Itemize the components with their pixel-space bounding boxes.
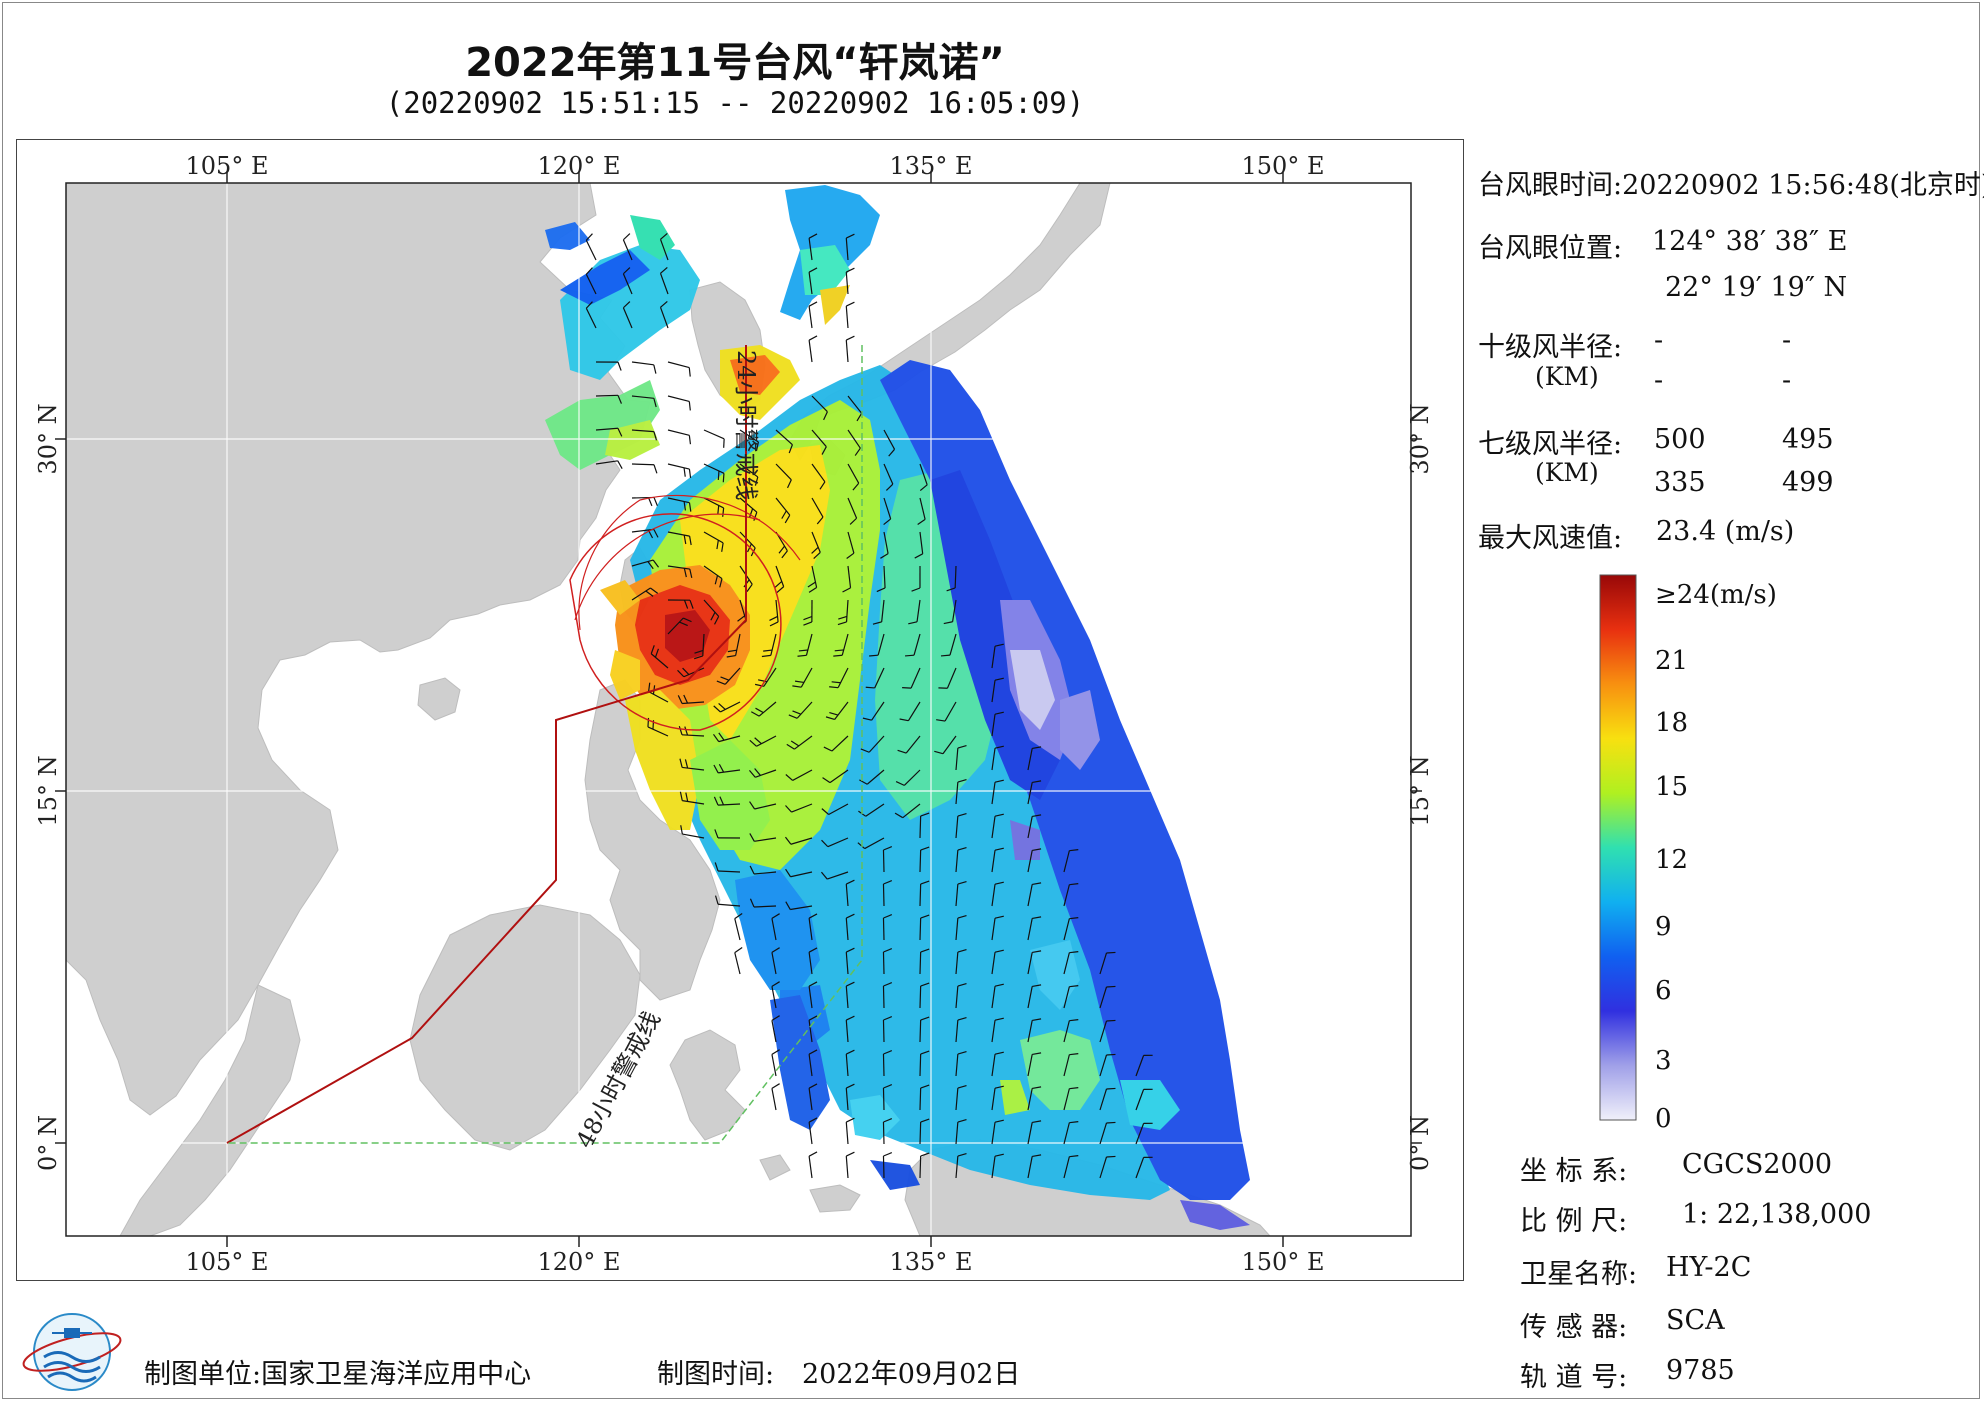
warning-line-24h — [226, 345, 747, 1144]
typhoon-wind-radius-circle — [569, 513, 782, 731]
colorbar-gradient — [1599, 574, 1637, 1121]
crs-value: CGCS2000 — [1682, 1149, 1833, 1180]
r7-value: 499 — [1782, 467, 1834, 498]
r10-value: - — [1782, 365, 1792, 396]
satellite-value: HY-2C — [1666, 1252, 1752, 1283]
r7-value: 335 — [1654, 467, 1706, 498]
producer-label: 制图单位:国家卫星海洋应用中心 — [144, 1359, 532, 1390]
wind-barbs — [585, 232, 1153, 1179]
sensor-value: SCA — [1666, 1305, 1725, 1336]
right-lat-label: 15° N — [1406, 755, 1434, 826]
bottom-lon-label: 150° E — [1242, 1248, 1325, 1276]
colorbar-tick: 15 — [1655, 772, 1689, 802]
r10-value: - — [1782, 325, 1792, 356]
warning-line-48h — [227, 345, 863, 1144]
bottom-lon-label: 135° E — [890, 1248, 973, 1276]
warning-24h-label: 24小时警戒线 — [732, 350, 760, 501]
eye-time-label: 台风眼时间: — [1478, 170, 1623, 201]
nsoas-logo — [22, 1313, 122, 1391]
colorbar-unit: ≥24(m/s) — [1655, 580, 1777, 610]
crs-label: 坐 标 系: — [1520, 1156, 1628, 1187]
top-lon-label: 150° E — [1242, 152, 1325, 180]
right-lat-label: 30° N — [1406, 403, 1434, 474]
date-label: 制图时间: — [657, 1359, 775, 1390]
colorbar-tick: 12 — [1655, 845, 1689, 875]
top-lon-label: 120° E — [538, 152, 621, 180]
colorbar-tick: 18 — [1655, 708, 1689, 738]
r10-value: - — [1654, 325, 1664, 356]
r7-value: 500 — [1654, 424, 1706, 455]
eye-longitude: 124° 38′ 38″ E — [1652, 226, 1848, 257]
r7-unit: (KM) — [1535, 458, 1599, 487]
scale-value: 1: 22,138,000 — [1682, 1199, 1872, 1230]
wind-speed-colorbar — [1599, 574, 1637, 1121]
r10-value: - — [1654, 365, 1664, 396]
left-lat-label: 0° N — [34, 1115, 62, 1171]
right-lat-label: 0° N — [1406, 1115, 1434, 1171]
sensor-label: 传 感 器: — [1520, 1312, 1628, 1343]
satellite-label: 卫星名称: — [1520, 1259, 1638, 1290]
colorbar-tick: 9 — [1655, 912, 1672, 942]
orbit-label: 轨 道 号: — [1520, 1362, 1628, 1393]
max-wind-label: 最大风速值: — [1478, 523, 1623, 554]
date-value: 2022年09月02日 — [802, 1359, 1021, 1390]
bottom-lon-label: 120° E — [538, 1248, 621, 1276]
colorbar-tick: 3 — [1655, 1046, 1672, 1076]
colorbar-tick: 21 — [1655, 646, 1689, 676]
top-lon-label: 105° E — [186, 152, 269, 180]
top-lon-label: 135° E — [890, 152, 973, 180]
bottom-lon-label: 105° E — [186, 1248, 269, 1276]
orbit-value: 9785 — [1666, 1355, 1735, 1386]
map-subtitle: (20220902 15:51:15 -- 20220902 16:05:09) — [385, 86, 1085, 120]
left-lat-label: 15° N — [34, 755, 62, 826]
r7-value: 495 — [1782, 424, 1834, 455]
max-wind-value: 23.4 (m/s) — [1656, 516, 1795, 547]
eye-position-label: 台风眼位置: — [1478, 233, 1623, 264]
r10-label: 十级风半径: — [1478, 332, 1623, 363]
colorbar-tick: 6 — [1655, 976, 1672, 1006]
eye-latitude: 22° 19′ 19″ N — [1665, 272, 1848, 303]
r7-label: 七级风半径: — [1478, 429, 1623, 460]
map-frame — [16, 139, 1464, 1281]
colorbar-tick: 0 — [1655, 1104, 1672, 1134]
map-title: 2022年第11号台风“轩岚诺” — [465, 40, 1005, 86]
scale-label: 比 例 尺: — [1520, 1206, 1628, 1237]
r10-unit: (KM) — [1535, 362, 1599, 391]
eye-time-value: 20220902 15:56:48(北京时) — [1622, 170, 1984, 201]
left-lat-label: 30° N — [34, 403, 62, 474]
